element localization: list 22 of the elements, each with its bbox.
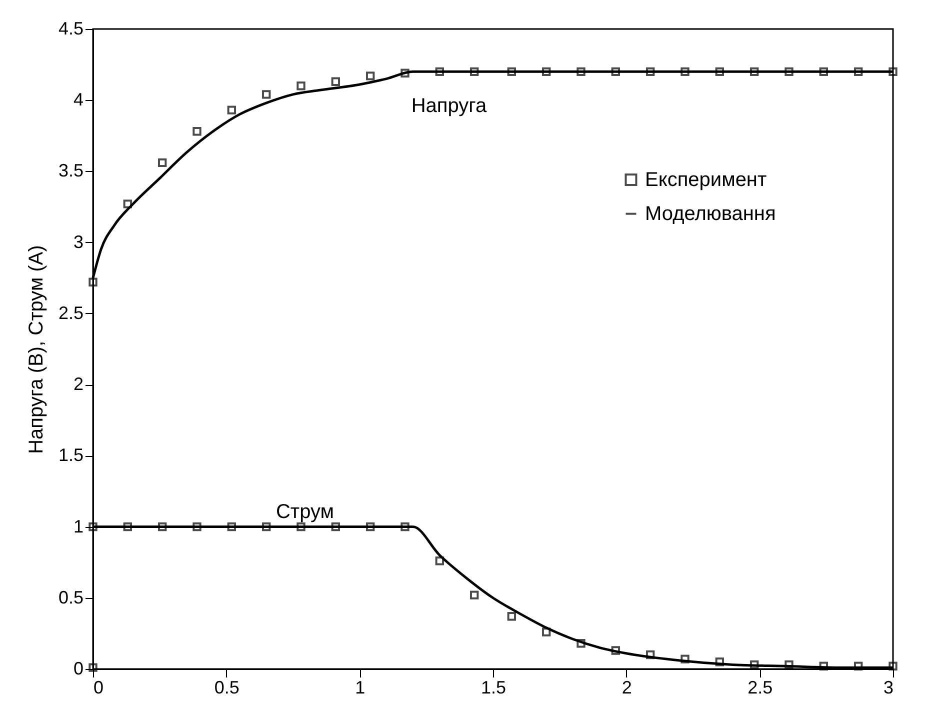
annotation: Струм	[276, 501, 334, 524]
y-tick-label: 3.5	[58, 160, 84, 181]
x-tick-label: 2	[622, 678, 632, 698]
x-tick-label: 0	[94, 678, 104, 698]
x-tick-label: 3	[883, 678, 894, 698]
y-tick-label: 3	[73, 232, 84, 252]
x-tick-label: 2.5	[748, 678, 773, 698]
y-tick-label: 2.5	[58, 302, 84, 323]
x-tick-label: 0.5	[214, 678, 240, 698]
y-tick-label: 4	[73, 90, 84, 110]
x-tick-label: 1.5	[480, 678, 506, 698]
y-tick-label: 2	[73, 374, 84, 394]
y-tick-label: 1	[73, 516, 84, 536]
y-tick-label: 1.5	[58, 445, 84, 466]
y-tick-label: 0.5	[58, 587, 84, 608]
legend-label: Експеримент	[645, 168, 767, 191]
y-tick-label: 4.5	[58, 18, 84, 38]
x-tick-label: 1	[355, 678, 366, 698]
annotation: Напруга	[411, 94, 488, 117]
legend-label: Моделювання	[645, 202, 776, 225]
y-tick-label: 0	[73, 658, 84, 678]
y-axis-title: Напруга (В), Струм (А)	[25, 245, 48, 454]
